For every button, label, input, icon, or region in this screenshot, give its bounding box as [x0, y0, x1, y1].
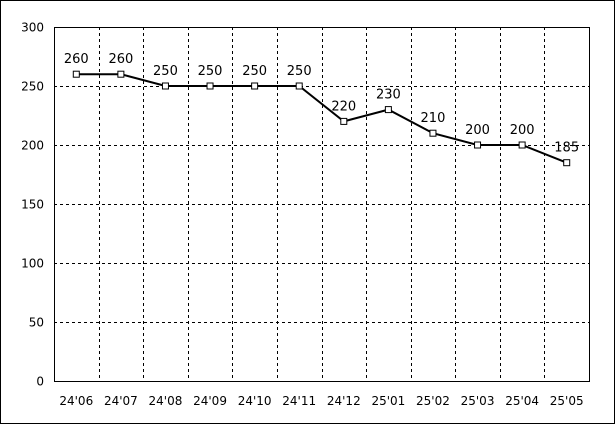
axis-labels: 0 50 100 150 200 250 300 24'06 24'07 24'08 24'09 24…: [21, 21, 584, 409]
data-label: 260: [108, 52, 133, 67]
y-tick-label: 200: [21, 139, 44, 153]
x-tick-label: 25'05: [550, 394, 584, 408]
data-point-marker: [117, 70, 125, 78]
x-tick-label: 24'07: [104, 394, 138, 408]
grid: [54, 27, 589, 381]
x-tick-label: 24'06: [59, 394, 93, 408]
plot-area-border: [54, 27, 590, 382]
data-point-marker: [161, 82, 169, 90]
data-label: 220: [331, 99, 356, 114]
data-point-marker: [251, 82, 259, 90]
x-tick-label: 25'01: [371, 394, 405, 408]
y-tick-label: 0: [36, 375, 44, 389]
data-point-marker: [518, 141, 526, 149]
data-point-marker: [384, 106, 392, 114]
series-line: [76, 73, 568, 164]
x-tick-label: 25'02: [416, 394, 450, 408]
y-tick-label: 250: [21, 80, 44, 94]
data-label: 250: [153, 64, 178, 79]
y-tick-label: 100: [21, 257, 44, 271]
data-label: 250: [198, 64, 223, 79]
data-label: 250: [242, 64, 267, 79]
x-tick-label: 24'10: [238, 394, 272, 408]
y-tick-label: 50: [29, 316, 44, 330]
x-tick-label: 24'11: [282, 394, 316, 408]
y-tick-label: 300: [21, 21, 44, 35]
data-label: 260: [64, 52, 89, 67]
series: [72, 70, 571, 167]
data-labels: 260 260 250 250 250 250 220 230 210 200 200 185: [64, 52, 579, 156]
data-label: 200: [465, 123, 490, 138]
data-label: 200: [510, 123, 535, 138]
data-label: 250: [287, 64, 312, 79]
data-point-marker: [72, 70, 80, 78]
x-tick-label: 25'04: [505, 394, 539, 408]
x-tick-label: 24'09: [193, 394, 227, 408]
data-point-marker: [474, 141, 482, 149]
data-label: 210: [421, 111, 446, 126]
x-tick-label: 25'03: [461, 394, 495, 408]
data-point-marker: [429, 129, 437, 137]
y-tick-label: 150: [21, 198, 44, 212]
data-point-marker: [206, 82, 214, 90]
data-point-marker: [340, 117, 348, 125]
x-tick-label: 24'08: [149, 394, 183, 408]
x-tick-label: 24'12: [327, 394, 361, 408]
data-label: 185: [554, 141, 579, 156]
data-point-marker: [563, 159, 571, 167]
data-label: 230: [376, 88, 401, 103]
data-point-marker: [295, 82, 303, 90]
